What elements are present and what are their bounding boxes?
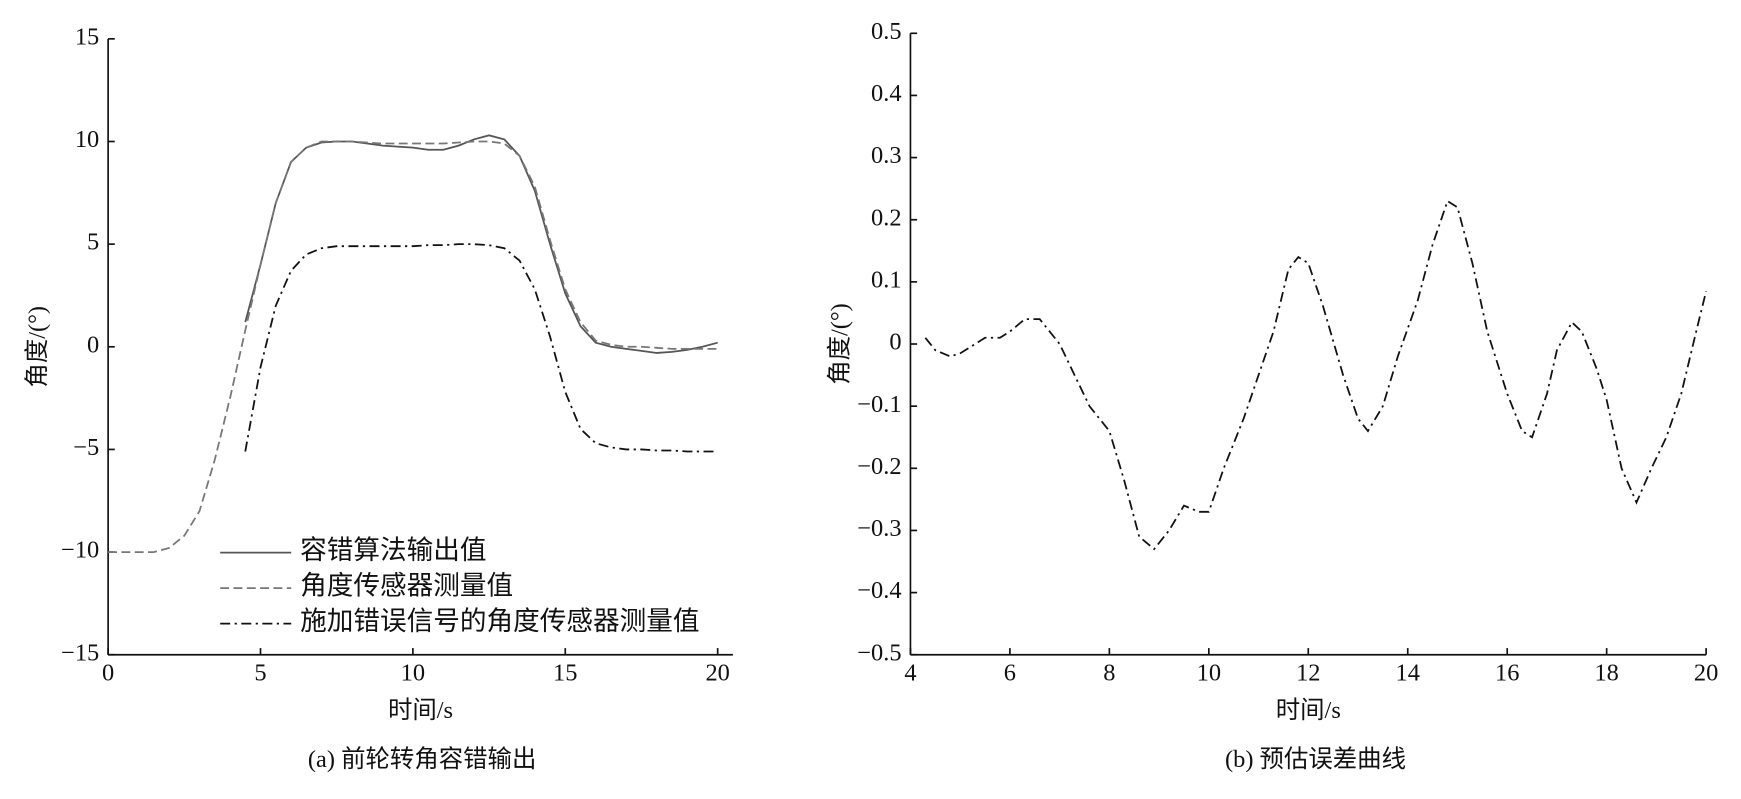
y-tick-label: −15: [61, 639, 99, 666]
y-tick-label: −5: [73, 434, 99, 461]
x-tick-label: 4: [904, 659, 916, 686]
y-axis-label: 角度/(°): [24, 306, 51, 388]
y-tick-label: 0.5: [871, 18, 902, 45]
x-tick-label: 5: [254, 659, 266, 686]
x-tick-label: 20: [705, 659, 729, 686]
y-tick-label: −0.5: [857, 639, 901, 666]
y-tick-label: 10: [75, 126, 99, 153]
x-tick-label: 10: [401, 659, 425, 686]
y-tick-label: 0.4: [871, 80, 902, 107]
y-tick-label: 0: [87, 331, 99, 358]
legend-label: 施加错误信号的角度传感器测量值: [300, 606, 699, 636]
y-tick-label: −0.2: [857, 453, 901, 480]
data-line: [108, 140, 718, 553]
data-line: [244, 243, 718, 453]
x-tick-label: 18: [1594, 659, 1618, 686]
x-tick-label: 10: [1197, 659, 1221, 686]
x-tick-label: 12: [1296, 659, 1320, 686]
caption: (b) 预估误差曲线: [1225, 746, 1406, 773]
y-tick-label: 0: [889, 329, 901, 356]
x-tick-label: 0: [102, 659, 114, 686]
y-tick-label: 0.3: [871, 142, 902, 169]
y-tick-label: 0.1: [871, 266, 902, 293]
y-tick-label: 0.2: [871, 204, 902, 231]
x-tick-label: 15: [553, 659, 577, 686]
y-tick-label: 15: [75, 23, 99, 50]
legend-label: 容错算法输出值: [300, 535, 486, 565]
x-axis-label: 时间/s: [388, 697, 453, 724]
y-axis-label: 角度/(°): [826, 303, 853, 385]
x-tick-label: 20: [1694, 659, 1718, 686]
caption: (a) 前轮转角容错输出: [308, 746, 536, 773]
y-tick-label: −10: [61, 537, 99, 564]
y-tick-label: 5: [87, 229, 99, 256]
y-tick-label: −0.1: [857, 391, 901, 418]
x-tick-label: 14: [1396, 659, 1420, 686]
x-tick-label: 6: [1004, 659, 1016, 686]
y-tick-label: −0.3: [857, 515, 901, 542]
y-tick-label: −0.4: [857, 577, 901, 604]
legend-label: 角度传感器测量值: [300, 570, 513, 600]
x-tick-label: 8: [1103, 659, 1115, 686]
x-tick-label: 16: [1495, 659, 1519, 686]
data-line: [924, 199, 1707, 551]
x-axis-label: 时间/s: [1276, 697, 1341, 724]
